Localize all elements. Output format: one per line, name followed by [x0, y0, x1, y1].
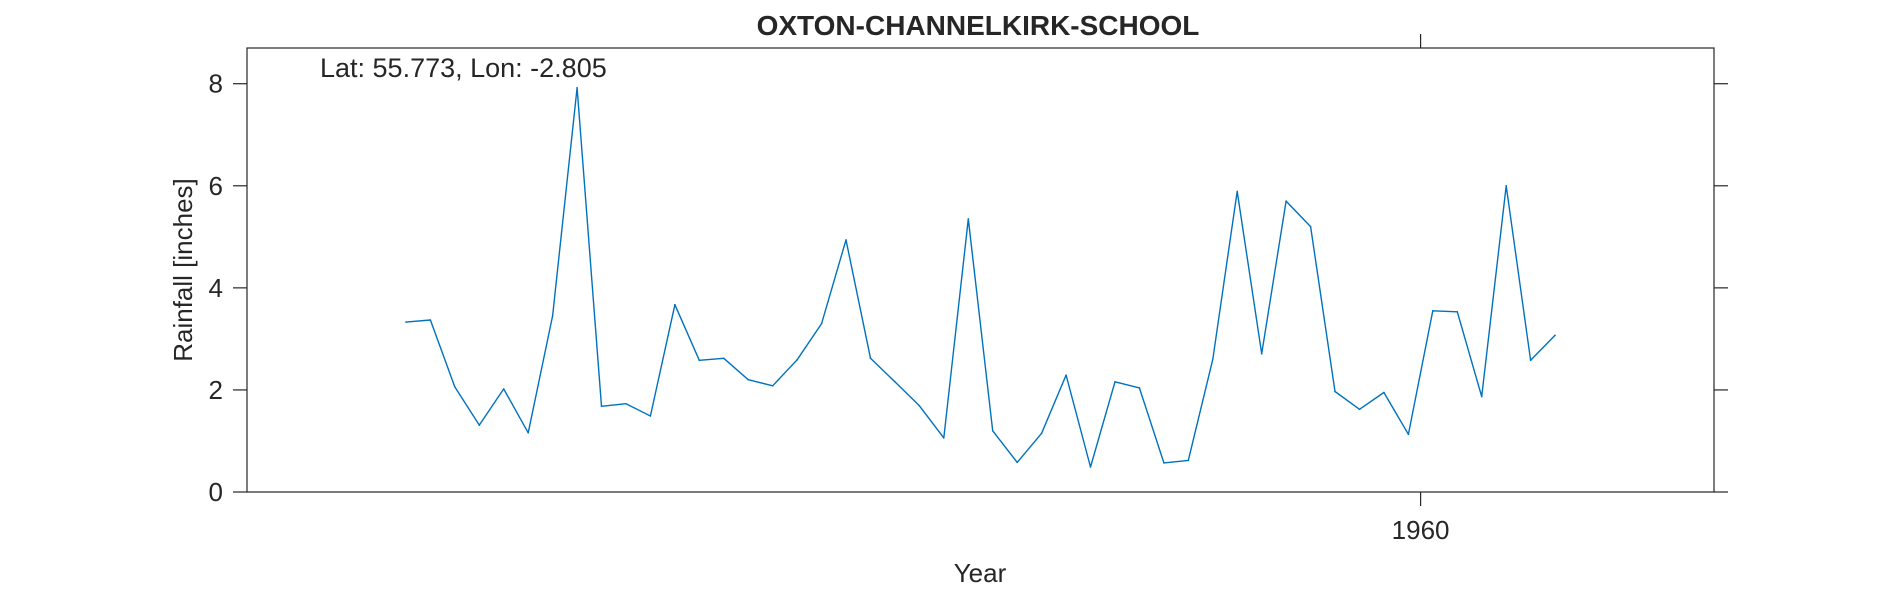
- data-point: [1211, 358, 1214, 361]
- data-point: [625, 402, 627, 405]
- data-point: [869, 357, 872, 360]
- data-point: [796, 359, 798, 361]
- data-point: [1138, 387, 1141, 389]
- x-axis-label: Year: [954, 558, 1007, 588]
- data-point: [1383, 391, 1385, 394]
- data-point: [429, 319, 432, 321]
- data-point: [502, 388, 505, 390]
- data-point: [674, 303, 676, 306]
- data-point: [478, 424, 481, 426]
- data-point: [845, 239, 847, 241]
- data-point: [1089, 466, 1092, 468]
- data-point: [991, 429, 994, 432]
- data-point: [1309, 225, 1312, 228]
- y-tick-label-2: 2: [209, 375, 223, 405]
- series-line-0: [405, 87, 1556, 468]
- data-point: [1529, 359, 1532, 362]
- data-point: [918, 404, 921, 407]
- data-point: [943, 437, 945, 439]
- data-point: [405, 321, 407, 323]
- data-point: [698, 359, 701, 362]
- data-point: [1505, 184, 1507, 187]
- data-point: [1432, 310, 1434, 312]
- chart-title: OXTON-CHANNELKIRK-SCHOOL: [757, 10, 1200, 41]
- data-point: [600, 405, 603, 408]
- data-point: [649, 415, 652, 417]
- y-axis-ticks: 0 2 4 6 8: [209, 69, 1728, 507]
- data-point: [1358, 408, 1361, 411]
- data-point: [747, 378, 750, 381]
- data-point: [454, 386, 456, 388]
- data-point: [820, 322, 823, 325]
- y-tick-label-6: 6: [209, 171, 223, 201]
- y-tick-label-4: 4: [209, 273, 223, 303]
- y-axis-label: Rainfall [inches]: [168, 178, 198, 362]
- data-point: [1285, 200, 1287, 202]
- data-point: [1260, 352, 1263, 355]
- x-tick-label-1960: 1960: [1392, 515, 1450, 545]
- plot-area-frame: [246, 47, 1715, 493]
- location-annotation: Lat: 55.773, Lon: -2.805: [320, 53, 607, 83]
- data-point: [771, 385, 774, 387]
- data-point: [1554, 334, 1556, 337]
- data-point: [894, 380, 896, 383]
- data-point: [1480, 395, 1483, 398]
- data-point: [576, 87, 578, 89]
- data-point: [551, 315, 554, 317]
- data-point: [967, 218, 970, 220]
- y-tick-label-0: 0: [209, 477, 223, 507]
- data-point: [1016, 461, 1018, 464]
- data-point: [1187, 459, 1190, 462]
- series-layer: [405, 87, 1556, 468]
- data-point: [722, 357, 725, 360]
- data-point: [1114, 380, 1116, 383]
- data-point: [1163, 462, 1165, 464]
- data-point: [527, 432, 529, 434]
- data-point: [1456, 311, 1459, 313]
- data-point: [1407, 433, 1410, 436]
- y-tick-label-8: 8: [209, 69, 223, 99]
- data-point: [1334, 390, 1336, 393]
- data-point: [1236, 190, 1239, 193]
- x-axis-ticks: 1960: [1392, 34, 1450, 545]
- data-point: [1065, 374, 1067, 376]
- data-point: [1040, 432, 1043, 435]
